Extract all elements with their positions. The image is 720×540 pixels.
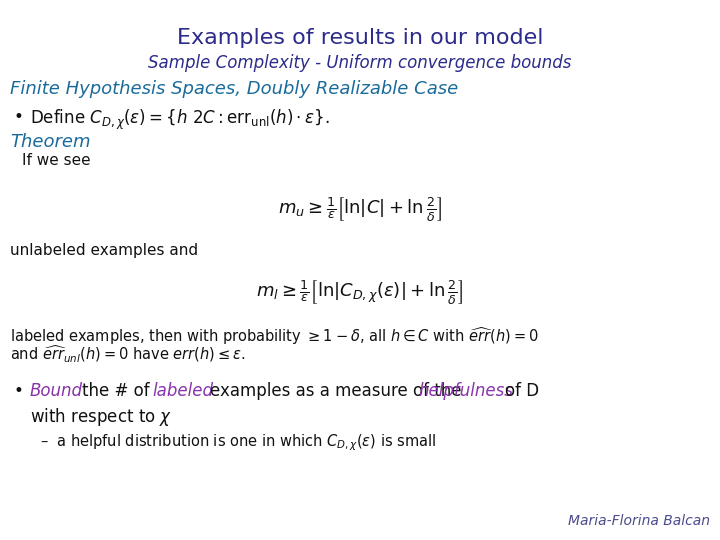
Text: $m_l \geq \frac{1}{\varepsilon}\left[\ln|C_{D,\chi}(\varepsilon)| + \ln\frac{2}{: $m_l \geq \frac{1}{\varepsilon}\left[\ln… [256, 278, 464, 306]
Text: •: • [14, 108, 24, 126]
Text: Bound: Bound [30, 382, 83, 400]
Text: unlabeled examples and: unlabeled examples and [10, 243, 198, 258]
Text: Examples of results in our model: Examples of results in our model [176, 28, 544, 48]
Text: the # of: the # of [82, 382, 150, 400]
Text: If we see: If we see [22, 153, 91, 168]
Text: labeled examples, then with probability $\geq 1-\delta$, all $h \in C$ with $\wi: labeled examples, then with probability … [10, 325, 539, 347]
Text: with respect to $\chi$: with respect to $\chi$ [30, 406, 172, 428]
Text: $m_u \geq \frac{1}{\varepsilon}\left[\ln|C| + \ln\frac{2}{\delta}\right]$: $m_u \geq \frac{1}{\varepsilon}\left[\ln… [278, 195, 442, 223]
Text: Finite Hypothesis Spaces, Doubly Realizable Case: Finite Hypothesis Spaces, Doubly Realiza… [10, 80, 458, 98]
Text: Define $C_{D,\chi}(\varepsilon) = \{h\ 2C : \mathrm{err}_{\mathrm{unl}}(h) \cdot: Define $C_{D,\chi}(\varepsilon) = \{h\ 2… [30, 108, 330, 132]
Text: of D: of D [505, 382, 539, 400]
Text: labeled: labeled [152, 382, 213, 400]
Text: Maria-Florina Balcan: Maria-Florina Balcan [568, 514, 710, 528]
Text: examples as a measure of the: examples as a measure of the [210, 382, 462, 400]
Text: and $\widehat{err}_{unl}(h) = 0$ have $err(h) \leq \varepsilon$.: and $\widehat{err}_{unl}(h) = 0$ have $e… [10, 344, 246, 365]
Text: helpfulness: helpfulness [418, 382, 513, 400]
Text: Theorem: Theorem [10, 133, 91, 151]
Text: –  a helpful distribution is one in which $C_{D,\chi}(\varepsilon)$ is small: – a helpful distribution is one in which… [40, 432, 436, 453]
Text: Sample Complexity - Uniform convergence bounds: Sample Complexity - Uniform convergence … [148, 54, 572, 72]
Text: •: • [14, 382, 24, 400]
